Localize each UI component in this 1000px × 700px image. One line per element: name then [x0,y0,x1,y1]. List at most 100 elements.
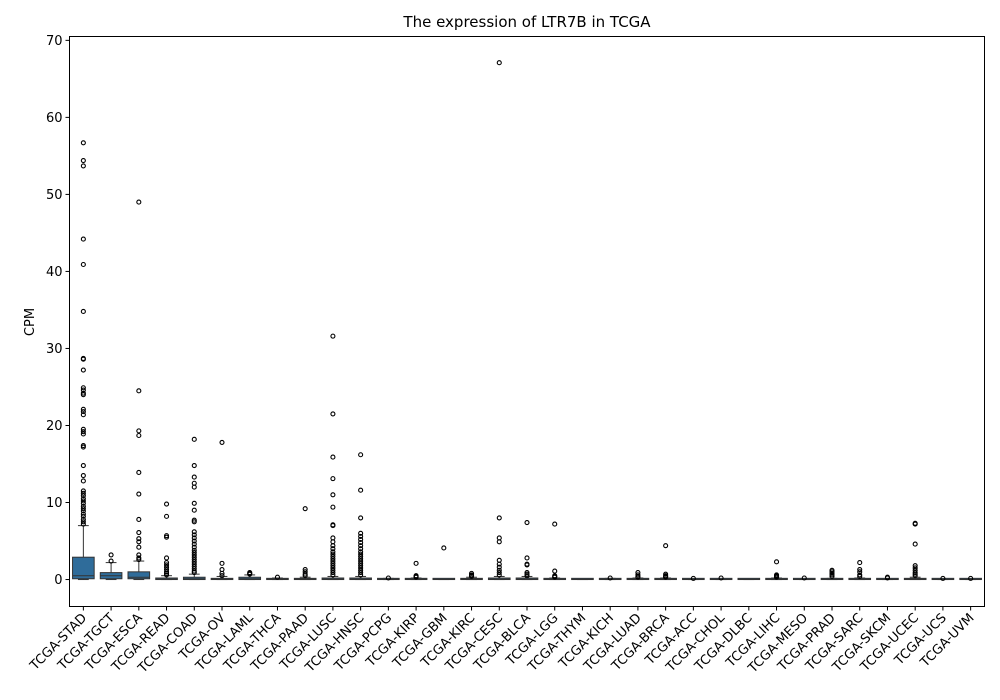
outlier-point [302,506,308,512]
outlier-point [718,575,724,581]
outlier-point [413,560,419,566]
outlier-point [80,308,86,315]
outlier-point [163,564,170,570]
outlier-point [191,550,197,556]
outlier-point [80,444,86,450]
outlier-point [80,519,86,525]
y-tick-label: 20 [46,419,63,434]
outlier-point [330,572,336,578]
outlier-point [136,536,142,542]
box-iqr [72,556,95,580]
outlier-point [219,570,225,576]
outlier-point [191,462,197,469]
outlier-point [496,561,502,567]
outlier-point [191,507,197,513]
outlier-point [496,567,502,573]
outlier-point [690,575,696,581]
outlier-point [80,473,86,479]
y-axis-label: CPM [23,308,38,336]
outlier-point [358,551,364,557]
outlier-point [191,561,197,567]
outlier-point [80,387,86,393]
outlier-point [330,551,336,557]
outlier-point [330,411,336,417]
outlier-point [358,556,364,562]
outlier-point [163,501,170,507]
outlier-point [191,535,197,541]
outlier-point [330,556,336,562]
outlier-point [496,572,502,578]
outlier-point [496,60,502,66]
outlier-point [80,356,86,362]
plot-area-frame [69,36,985,607]
outlier-point [413,574,419,580]
outlier-point [80,163,86,169]
outlier-point [80,508,86,514]
outlier-point [358,452,364,458]
y-tick-label: 10 [46,496,63,511]
y-tick-label: 40 [46,265,63,280]
plot-layer: 010203040506070TCGA-STADTCGA-TGCTTCGA-ES… [27,34,982,677]
outlier-point [80,426,86,432]
outlier-point [912,541,918,547]
outlier-point [912,563,918,569]
outlier-point [80,409,86,415]
outlier-point [358,572,364,578]
outlier-point [441,545,447,551]
outlier-point [80,412,86,418]
outlier-point [358,487,364,493]
outlier-point [524,519,530,526]
outlier-point [358,567,364,573]
outlier-point [219,573,225,579]
outlier-point [496,539,502,545]
outlier-point [80,511,86,517]
outlier-point [80,516,86,523]
outlier-point [330,563,336,569]
outlier-point [80,462,86,469]
outlier-point [552,521,558,527]
outlier-point [358,553,364,559]
outlier-point [302,566,308,573]
outlier-point [80,140,86,146]
outlier-point [80,500,86,506]
outlier-point [358,536,364,543]
outlier-point [496,570,502,576]
outlier-point [663,543,669,549]
outlier-point [191,563,197,569]
outlier-point [136,539,142,545]
outlier-point [496,564,502,570]
outlier-point [385,575,391,581]
outlier-point [80,513,86,519]
outlier-point [607,575,613,581]
outlier-point [80,385,86,391]
outlier-point [163,572,170,578]
outlier-point [163,555,170,561]
outlier-point [191,556,197,563]
outlier-point [136,388,142,394]
outlier-point [136,428,142,434]
outlier-point [912,521,918,527]
outlier-point [912,573,918,579]
outlier-point [191,474,197,480]
outlier-point [358,558,364,564]
box-iqr [127,571,151,580]
outlier-point [163,534,170,540]
outlier-point [274,574,281,580]
outlier-point [912,565,918,571]
outlier-point [330,543,336,549]
outlier-point [80,490,86,496]
outlier-point [857,560,863,566]
outlier-point [191,538,197,544]
outlier-point [80,498,86,504]
outlier-point [80,503,86,509]
chart-title: The expression of LTR7B in TCGA [402,13,651,31]
outlier-point [108,552,114,558]
outlier-point [163,560,170,566]
outlier-point [773,559,780,565]
outlier-point [191,500,197,506]
outlier-point [219,560,225,566]
outlier-point [330,567,336,573]
outlier-point [136,469,142,476]
outlier-point [191,544,197,550]
